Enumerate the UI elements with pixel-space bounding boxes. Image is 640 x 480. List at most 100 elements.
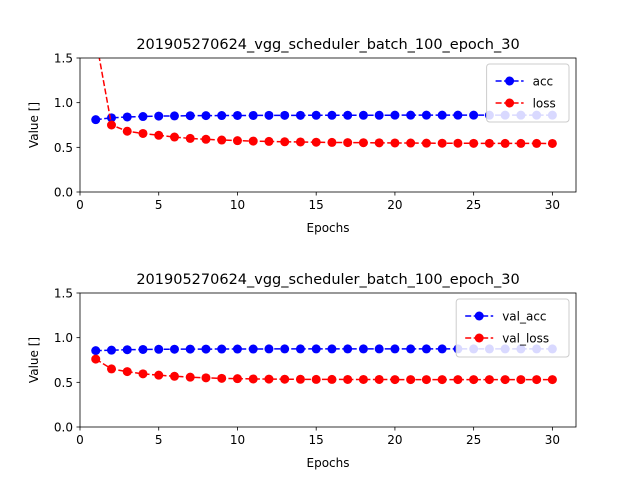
x-tick-label: 20 <box>387 198 402 212</box>
data-point-loss <box>154 130 164 140</box>
data-point-val_loss <box>532 375 542 385</box>
data-point-acc <box>201 111 211 121</box>
data-point-acc <box>185 111 195 121</box>
data-point-val_loss <box>138 369 148 379</box>
data-point-loss <box>264 136 274 146</box>
chart-title: 201905270624_vgg_scheduler_batch_100_epo… <box>136 37 519 53</box>
data-point-val_loss <box>91 354 101 364</box>
data-point-acc <box>311 110 321 120</box>
data-point-acc <box>232 110 242 120</box>
data-point-val_loss <box>390 375 400 385</box>
data-point-val_acc <box>169 344 179 354</box>
y-tick-label: 1.5 <box>54 52 73 66</box>
data-point-loss <box>374 138 384 148</box>
data-point-acc <box>91 115 101 125</box>
data-point-val_acc <box>185 344 195 354</box>
data-point-loss <box>484 138 494 148</box>
x-tick-label: 0 <box>76 433 84 447</box>
plot-area: 0 5 10 15 20 25 30 0.0 0.5 1.0 1.5 acc loss <box>54 52 577 212</box>
subplot-1: 201905270624_vgg_scheduler_batch_100_epo… <box>27 37 577 235</box>
x-tick-label: 30 <box>545 198 560 212</box>
data-point-val_loss <box>484 375 494 385</box>
data-point-loss <box>185 133 195 143</box>
series-line-val_loss <box>95 358 553 381</box>
data-point-acc <box>469 110 479 120</box>
legend-label: loss <box>533 97 556 111</box>
data-point-acc <box>374 110 384 120</box>
x-tick-label: 20 <box>387 433 402 447</box>
data-point-val_acc <box>91 346 101 356</box>
data-point-val_loss <box>358 374 368 384</box>
data-point-val_loss <box>201 373 211 383</box>
legend-label: acc <box>533 75 554 89</box>
x-tick-label: 25 <box>466 198 481 212</box>
data-point-val_loss <box>453 375 463 385</box>
data-point-val_acc <box>217 344 227 354</box>
data-point-val_acc <box>295 344 305 354</box>
data-point-acc <box>295 110 305 120</box>
data-point-val_acc <box>358 344 368 354</box>
plot-area: 0 5 10 15 20 25 30 0.0 0.5 1.0 1.5 val_acc val_loss <box>54 287 577 447</box>
y-tick-label: 0.5 <box>54 376 73 390</box>
data-point-val_loss <box>264 374 274 384</box>
data-point-val_acc <box>437 344 447 354</box>
data-point-loss <box>469 138 479 148</box>
data-point-acc <box>217 111 227 121</box>
x-tick-label: 15 <box>309 198 324 212</box>
data-point-acc <box>406 110 416 120</box>
subplot-2: 201905270624_vgg_scheduler_batch_100_epo… <box>27 272 577 470</box>
data-point-acc <box>390 110 400 120</box>
series-line-acc <box>95 114 553 121</box>
data-point-val_loss <box>169 371 179 381</box>
y-axis-label: Value [] <box>27 337 41 383</box>
data-point-val_acc <box>374 344 384 354</box>
data-point-val_acc <box>232 344 242 354</box>
x-tick-label: 25 <box>466 433 481 447</box>
data-point-val_loss <box>406 375 416 385</box>
data-point-loss <box>532 138 542 148</box>
data-point-val_loss <box>280 374 290 384</box>
data-point-acc <box>358 110 368 120</box>
data-point-val_acc <box>201 344 211 354</box>
data-point-val_loss <box>343 374 353 384</box>
data-point-val_loss <box>122 367 132 377</box>
data-point-loss <box>232 136 242 146</box>
data-point-loss <box>516 138 526 148</box>
x-axis-label: Epochs <box>307 456 350 470</box>
y-tick-label: 1.0 <box>54 96 73 110</box>
data-point-val_acc <box>138 344 148 354</box>
data-point-val_loss <box>154 370 164 380</box>
data-point-val_acc <box>248 344 258 354</box>
data-point-loss <box>406 138 416 148</box>
legend-box <box>486 63 570 123</box>
data-point-val_acc <box>154 344 164 354</box>
x-tick-label: 0 <box>76 198 84 212</box>
legend-box <box>455 298 570 358</box>
data-point-acc <box>437 110 447 120</box>
y-tick-label: 0.0 <box>54 421 73 435</box>
x-tick-label: 10 <box>230 198 245 212</box>
data-point-val_acc <box>327 344 337 354</box>
x-tick-label: 15 <box>309 433 324 447</box>
legend-marker-loss <box>505 98 515 108</box>
data-layer <box>91 344 557 385</box>
data-point-loss <box>421 138 431 148</box>
data-point-acc <box>327 110 337 120</box>
data-point-loss <box>437 138 447 148</box>
data-point-val_loss <box>500 375 510 385</box>
data-point-val_loss <box>185 372 195 382</box>
axes-frame <box>79 57 577 193</box>
data-point-acc <box>154 111 164 121</box>
data-point-val_acc <box>106 345 116 355</box>
legend-marker-val_loss <box>474 333 484 343</box>
data-point-val_acc <box>406 344 416 354</box>
data-point-acc <box>453 110 463 120</box>
data-point-loss <box>217 135 227 145</box>
data-point-val_acc <box>122 345 132 355</box>
x-tick-label: 10 <box>230 433 245 447</box>
data-point-acc <box>122 112 132 122</box>
data-point-loss <box>169 132 179 142</box>
data-point-acc <box>421 110 431 120</box>
data-point-val_loss <box>374 374 384 384</box>
data-point-val_acc <box>343 344 353 354</box>
